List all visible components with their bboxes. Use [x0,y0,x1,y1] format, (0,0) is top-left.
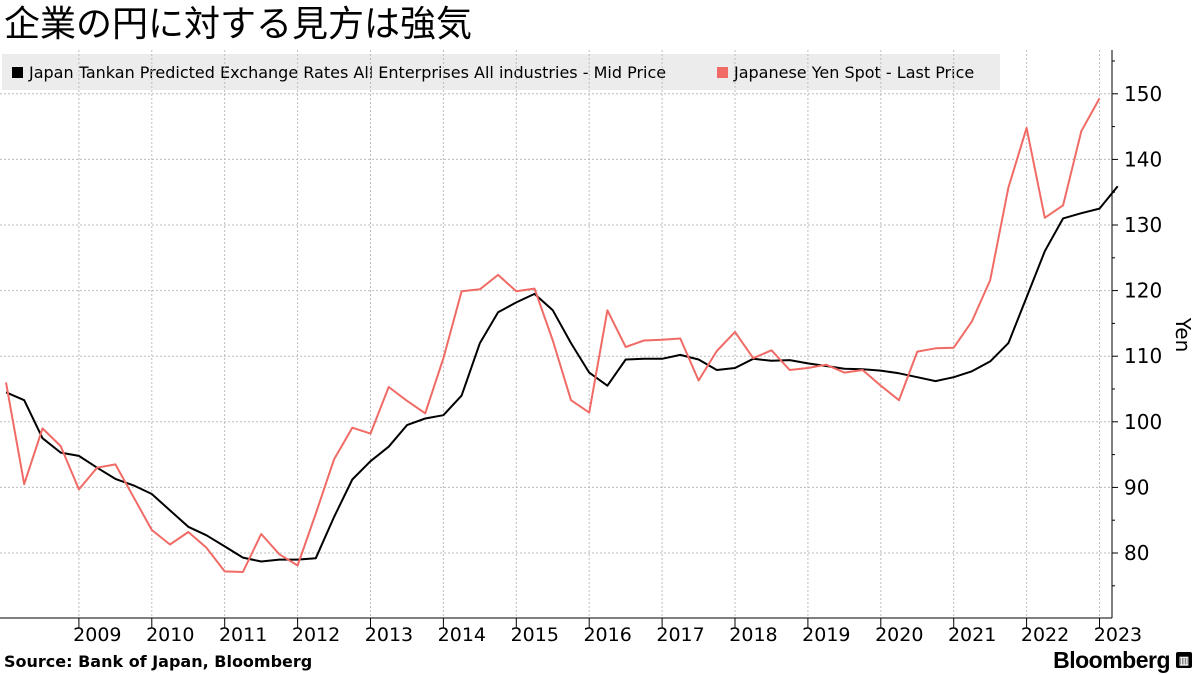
legend-label-yen-spot: Japanese Yen Spot - Last Price [734,62,975,82]
y-tick-label: 150 [1124,82,1162,106]
x-tick-label: 2010 [146,624,194,646]
x-tick-label: 2023 [1094,624,1142,646]
x-tick-label: 2015 [511,624,559,646]
y-tick-label: 110 [1124,344,1162,368]
y-tick-label: 90 [1124,475,1149,499]
x-tick-label: 2020 [875,624,923,646]
legend-item-yen-spot: Japanese Yen Spot - Last Price [717,54,974,90]
legend-swatch-tankan [12,66,23,78]
x-tick-label: 2017 [656,624,704,646]
legend-label-tankan: Japan Tankan Predicted Exchange Rates Al… [29,62,667,82]
x-tick-label: 2014 [438,624,486,646]
legend: Japan Tankan Predicted Exchange Rates Al… [2,54,1000,90]
x-tick-label: 2009 [73,624,121,646]
axes [0,50,1118,628]
tankan-predicted-rate-line [5,185,1119,563]
legend-swatch-yen-spot [717,66,728,78]
y-tick-label: 140 [1124,147,1162,171]
gridlines [0,50,1112,618]
brand-name: Bloomberg [1053,646,1170,673]
x-tick-label: 2012 [292,624,340,646]
x-tick-label: 2021 [948,624,996,646]
x-tick-label: 2016 [583,624,631,646]
bloomberg-mark-icon: ▥ [1176,652,1192,668]
bloomberg-logo: Bloomberg ▥ [1053,646,1192,674]
y-tick-label: 120 [1124,279,1162,303]
x-tick-label: 2019 [802,624,850,646]
series-lines [5,97,1119,573]
yen-spot-line [5,97,1101,573]
chart-title: 企業の円に対する見方は強気 [4,4,473,45]
legend-item-tankan: Japan Tankan Predicted Exchange Rates Al… [12,54,666,90]
y-tick-label: 130 [1124,213,1162,237]
x-tick-label: 2018 [729,624,777,646]
x-tick-label: 2011 [219,624,267,646]
y-axis-label: Yen [1171,317,1195,353]
y-tick-label: 100 [1124,410,1162,434]
x-tick-label: 2013 [365,624,413,646]
x-tick-label: 2022 [1021,624,1069,646]
source-note: Source: Bank of Japan, Bloomberg [4,652,313,671]
tick-labels: 80 90 100 110 120 130 140 150 2009 2010 2011 2012 20… [73,82,1162,646]
y-tick-label: 80 [1124,541,1149,565]
